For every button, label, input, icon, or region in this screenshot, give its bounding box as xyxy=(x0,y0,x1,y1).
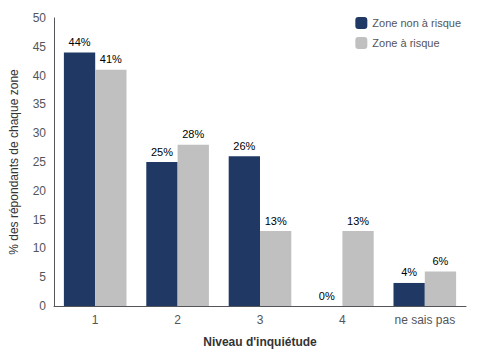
svg-text:44%: 44% xyxy=(69,36,91,48)
svg-text:45: 45 xyxy=(33,40,47,54)
svg-text:20: 20 xyxy=(33,184,47,198)
svg-text:0%: 0% xyxy=(319,290,335,302)
svg-text:4: 4 xyxy=(339,313,346,327)
svg-text:50: 50 xyxy=(33,11,47,25)
svg-text:35: 35 xyxy=(33,97,47,111)
svg-text:41%: 41% xyxy=(100,53,122,65)
svg-text:2: 2 xyxy=(174,313,181,327)
svg-text:1: 1 xyxy=(92,313,99,327)
svg-text:26%: 26% xyxy=(233,140,255,152)
svg-text:5: 5 xyxy=(39,270,46,284)
svg-text:6%: 6% xyxy=(433,255,449,267)
svg-text:30: 30 xyxy=(33,126,47,140)
svg-text:Zone à risque: Zone à risque xyxy=(372,37,439,49)
svg-text:0: 0 xyxy=(39,299,46,313)
svg-text:3: 3 xyxy=(257,313,264,327)
svg-text:Zone non à risque: Zone non à risque xyxy=(372,17,461,29)
svg-text:25%: 25% xyxy=(151,146,173,158)
svg-text:10: 10 xyxy=(33,241,47,255)
svg-text:15: 15 xyxy=(33,213,47,227)
svg-text:13%: 13% xyxy=(347,215,369,227)
svg-text:28%: 28% xyxy=(182,128,204,140)
svg-text:4%: 4% xyxy=(401,266,417,278)
svg-text:Niveau d'inquiétude: Niveau d'inquiétude xyxy=(203,335,317,349)
svg-text:% des répondants de chaque zon: % des répondants de chaque zone xyxy=(7,69,21,255)
svg-text:13%: 13% xyxy=(265,215,287,227)
svg-text:ne sais pas: ne sais pas xyxy=(394,313,455,327)
svg-text:40: 40 xyxy=(33,69,47,83)
svg-text:25: 25 xyxy=(33,155,47,169)
